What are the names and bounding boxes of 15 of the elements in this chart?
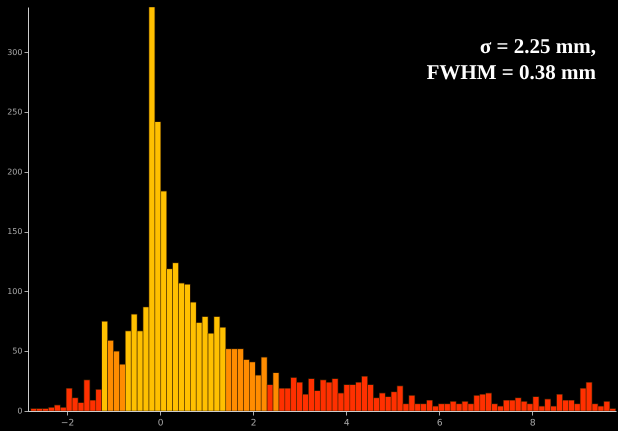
x-tick-label: 2	[250, 418, 257, 428]
y-tick-label: 0	[17, 406, 22, 416]
annotation: FWHM = 0.38 mm	[426, 60, 597, 84]
x-tick-label: 8	[530, 418, 536, 428]
x-tick-label: 0	[158, 418, 164, 428]
x-tick-label: 4	[344, 418, 350, 428]
y-tick-label: 250	[7, 108, 22, 117]
y-tick-label: 300	[7, 48, 22, 57]
y-tick-label: 200	[7, 167, 22, 176]
x-tick-label: 6	[436, 418, 443, 428]
y-tick-label: 50	[12, 346, 22, 356]
x-tick-label: −2	[60, 418, 74, 428]
y-tick-label: 150	[7, 227, 22, 236]
y-tick-label: 100	[7, 286, 22, 296]
annotation: σ = 2.25 mm,	[480, 34, 596, 58]
